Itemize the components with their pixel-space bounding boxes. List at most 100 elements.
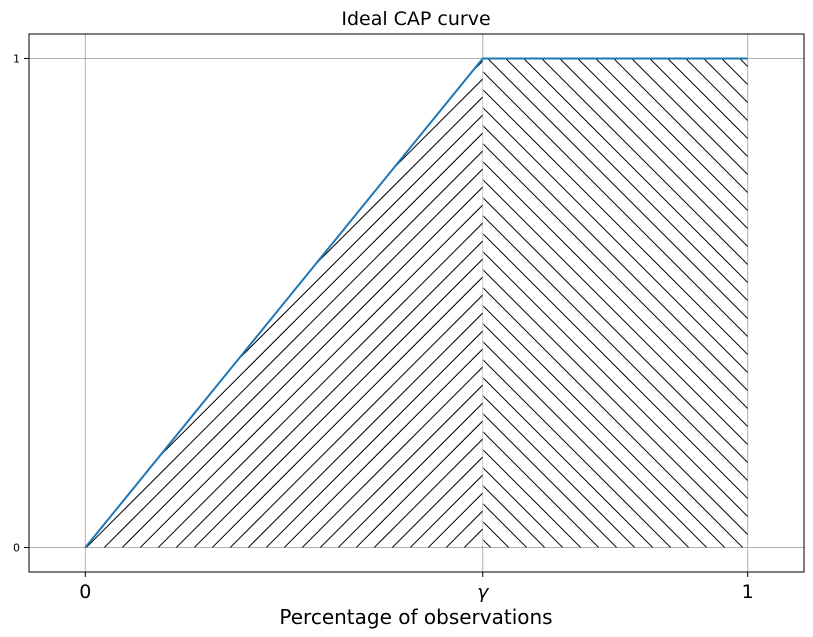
hatch-line [482, 58, 582, 548]
hatch-line [482, 58, 748, 548]
hatch-line [482, 58, 748, 548]
y-tick-label: 0 [13, 542, 20, 555]
hatch-line [482, 58, 600, 548]
hatch-line [319, 58, 483, 548]
hatch-line [0, 58, 53, 547]
hatch-line [301, 58, 483, 548]
hatch-line [482, 58, 748, 548]
x-tick-label: 1 [742, 581, 754, 603]
hatch-line [482, 58, 748, 548]
hatch-line [121, 58, 483, 548]
hatch-line [229, 58, 483, 548]
hatch-line [482, 58, 636, 548]
cap-curve-line [84, 57, 748, 549]
hatch-line [157, 58, 483, 548]
hatch-line [85, 58, 378, 548]
hatch-line [487, 58, 748, 548]
hatch-line [139, 58, 483, 548]
hatch-line [667, 58, 748, 548]
hatch-line [0, 58, 473, 547]
hatch-line [85, 58, 468, 548]
hatch-line [482, 58, 690, 548]
hatch-line [482, 58, 528, 548]
hatch-region-left [0, 58, 813, 548]
hatch-line [482, 58, 708, 548]
hatch-line [482, 58, 748, 548]
hatch-line [85, 58, 324, 548]
hatch-line [175, 58, 483, 548]
hatch-line [85, 58, 216, 548]
hatch-line [85, 58, 108, 548]
hatch-line [482, 58, 748, 548]
hatch-line [559, 58, 748, 548]
hatch-line [482, 58, 510, 548]
hatch-line [0, 58, 35, 547]
hatch-line [85, 58, 483, 548]
hatch-line [0, 58, 71, 547]
hatch-line [265, 58, 483, 548]
hatch-line [649, 58, 748, 548]
hatch-line [481, 58, 483, 548]
hatch-line [758, 58, 813, 547]
y-tick-label: 1 [13, 52, 20, 65]
hatch-line [85, 58, 270, 548]
hatch-line [482, 58, 546, 548]
hatch-line [482, 58, 748, 548]
hatch-line [211, 58, 483, 548]
hatch-line [482, 58, 744, 548]
hatch-line [577, 58, 748, 548]
hatch-line [505, 58, 748, 548]
hatch-line [595, 58, 748, 548]
hatch-line [283, 58, 483, 548]
hatch-line [85, 58, 162, 548]
hatch-line [482, 58, 726, 548]
hatch-line [409, 58, 483, 548]
hatch-line [85, 58, 483, 548]
hatch-line [613, 58, 748, 548]
hatch-line [85, 58, 126, 548]
hatch-line [85, 58, 396, 548]
hatch-line [721, 58, 748, 548]
hatch-line [85, 58, 306, 548]
hatch-line [482, 58, 618, 548]
hatch-line [482, 58, 748, 548]
hatch-line [103, 58, 483, 548]
hatch-line [445, 58, 483, 548]
hatch-line [85, 58, 234, 548]
hatch-line [85, 58, 180, 548]
hatch-line [482, 58, 748, 548]
chart-title: Ideal CAP curve [341, 8, 490, 30]
hatch-line [193, 58, 483, 548]
x-tick-label: 0 [79, 581, 91, 603]
hatch-line [85, 58, 90, 548]
hatch-line [85, 58, 198, 548]
hatch-line [355, 58, 483, 548]
ticks: 0 γ 1 0 1 [13, 52, 754, 603]
hatch-line [482, 58, 654, 548]
hatch-line [523, 58, 748, 548]
hatch-line [482, 58, 492, 548]
hatch-line [85, 58, 342, 548]
hatch-line [500, 58, 813, 547]
hatch-line [391, 58, 483, 548]
hatch-line [85, 58, 414, 548]
hatch-line [703, 58, 748, 548]
hatch-line [631, 58, 748, 548]
plot-frame [28, 33, 805, 573]
hatch-line [85, 58, 483, 548]
x-axis-label: Percentage of observations [279, 605, 552, 629]
hatch-line [739, 58, 748, 548]
hatch-line [85, 58, 360, 548]
hatch-line [247, 58, 483, 548]
x-tick-label: γ [477, 581, 490, 603]
hatch-region-right [0, 58, 813, 548]
hatch-line [373, 58, 483, 548]
hatch-line [482, 58, 748, 548]
hatch-line [427, 58, 483, 548]
hatch-line [482, 58, 672, 548]
hatch-line [482, 58, 748, 548]
hatch-line [85, 58, 144, 548]
hatch-line [482, 58, 748, 548]
hatch-line [541, 58, 748, 548]
